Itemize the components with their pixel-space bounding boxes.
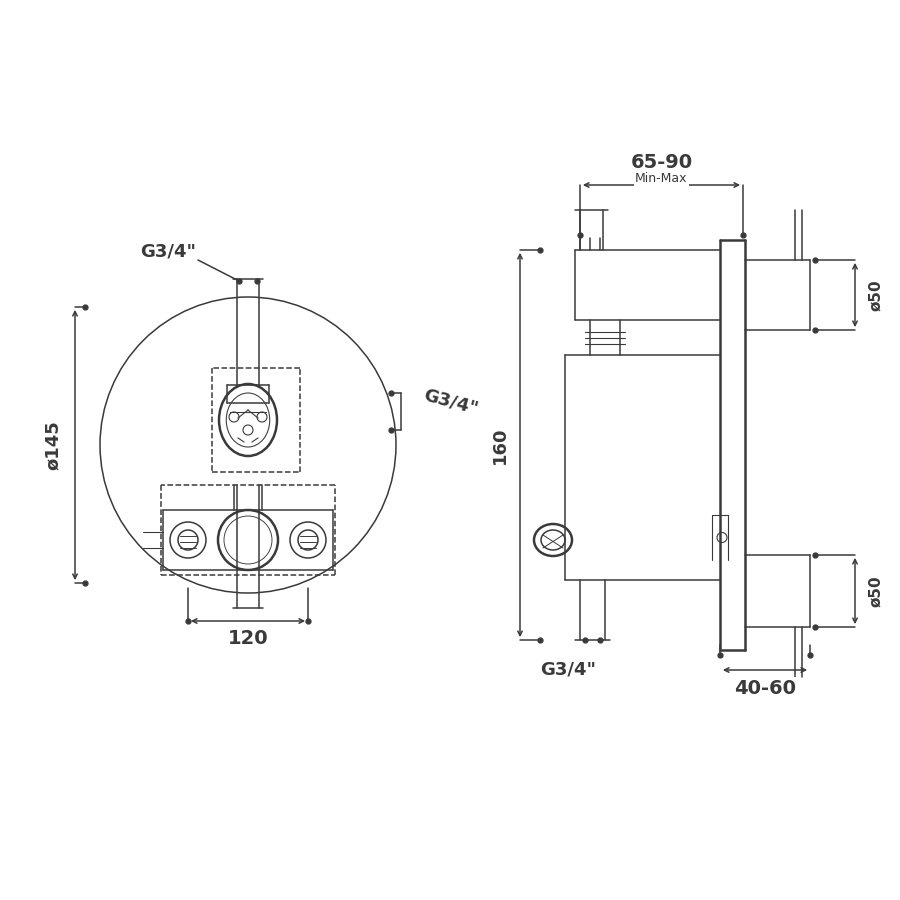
- Text: 40-60: 40-60: [734, 679, 796, 698]
- Text: 120: 120: [228, 629, 268, 649]
- Text: Min-Max: Min-Max: [635, 172, 688, 184]
- Text: 160: 160: [491, 427, 509, 464]
- Text: G3/4": G3/4": [140, 243, 196, 261]
- Text: G3/4": G3/4": [421, 385, 481, 418]
- Text: ø145: ø145: [44, 420, 62, 470]
- Text: G3/4": G3/4": [540, 661, 596, 679]
- Text: ø50: ø50: [868, 575, 883, 607]
- Text: ø50: ø50: [868, 279, 883, 310]
- Text: 65-90: 65-90: [630, 154, 693, 173]
